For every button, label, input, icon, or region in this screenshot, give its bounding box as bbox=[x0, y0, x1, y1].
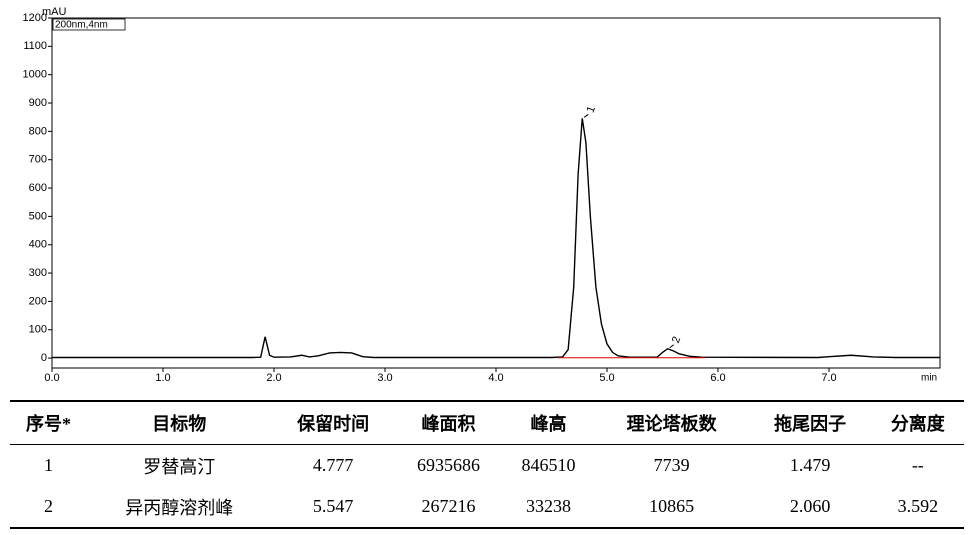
header-cell: 拖尾因子 bbox=[748, 400, 872, 445]
result-table: 序号* 目标物 保留时间 峰面积 峰高 理论塔板数 拖尾因子 分离度 1 罗替高汀 4.777 69… bbox=[10, 400, 964, 529]
x-tick-label: 3.0 bbox=[377, 372, 392, 384]
y-tick-label: 1000 bbox=[23, 69, 47, 81]
table-cell: 2 bbox=[10, 486, 87, 529]
y-tick-label: 0 bbox=[41, 352, 47, 364]
peak-label-tick bbox=[669, 344, 675, 349]
y-axis-label: mAU bbox=[42, 6, 67, 18]
x-tick-label: 0.0 bbox=[44, 372, 59, 384]
table-cell: -- bbox=[911, 455, 924, 475]
header-cell: 分离度 bbox=[871, 400, 964, 445]
y-tick-label: 600 bbox=[29, 182, 47, 194]
x-tick-label: 7.0 bbox=[821, 372, 836, 384]
peak-label: 1 bbox=[585, 104, 598, 114]
x-tick-label: 5.0 bbox=[599, 372, 614, 384]
table-cell: 罗替高汀 bbox=[143, 456, 216, 477]
x-tick-label: 4.0 bbox=[488, 372, 503, 384]
plot-frame bbox=[51, 17, 941, 369]
header-cell: 峰面积 bbox=[394, 400, 503, 445]
header-row: 序号* 目标物 保留时间 峰面积 峰高 理论塔板数 拖尾因子 分离度 bbox=[10, 400, 964, 445]
table-cell: 6935686 bbox=[417, 455, 480, 475]
table-cell: 异丙醇溶剂峰 bbox=[86, 486, 272, 529]
chart: mAU 200nm,4nm min 0 100 200 300 400 500 600 700… bbox=[23, 6, 941, 384]
y-tick-label: 800 bbox=[29, 125, 47, 137]
table-cell: 5.547 bbox=[271, 486, 395, 529]
table-cell: 4.777 bbox=[312, 455, 354, 475]
header-cell: 峰高 bbox=[502, 400, 595, 445]
x-tick-label: 6.0 bbox=[710, 372, 725, 384]
legend-box bbox=[52, 18, 126, 31]
y-tick-label: 300 bbox=[29, 267, 47, 279]
header-cell: 序号* bbox=[10, 400, 87, 445]
y-tick-label: 500 bbox=[29, 210, 47, 222]
table-cell: 3.592 bbox=[871, 486, 964, 529]
x-tick-label: 2.0 bbox=[266, 372, 281, 384]
annotation: 200nm,4nm bbox=[55, 20, 108, 31]
table-cell: 33238 bbox=[502, 486, 595, 529]
peak-label-tick bbox=[583, 113, 589, 118]
table-row: 1 罗替高汀 4.777 6935686 846510 7739 1.479 -- bbox=[10, 445, 964, 487]
y-tick-label: 400 bbox=[29, 239, 47, 251]
trace bbox=[52, 118, 940, 359]
y-tick-label: 1100 bbox=[23, 40, 47, 52]
table-cell: 10865 bbox=[594, 486, 749, 529]
table-row: 2 异丙醇溶剂峰 5.547 267216 33238 10865 2.060 3.592 bbox=[10, 486, 964, 529]
header-cell: 理论塔板数 bbox=[594, 400, 749, 445]
table-cell: 2.060 bbox=[748, 486, 872, 529]
y-tick-label: 900 bbox=[29, 97, 47, 109]
y-tick-label: 200 bbox=[29, 295, 47, 307]
x-tick-label: 1.0 bbox=[155, 372, 170, 384]
y-tick-label: 1200 bbox=[23, 12, 47, 24]
x-axis-label: min bbox=[921, 373, 937, 384]
table-cell: 1.479 bbox=[789, 455, 831, 475]
header-cell: 保留时间 bbox=[271, 400, 395, 445]
table-cell: 846510 bbox=[521, 455, 576, 475]
table-cell: 7739 bbox=[653, 455, 690, 475]
table-cell: 1 bbox=[43, 455, 53, 475]
y-tick-label: 700 bbox=[29, 154, 47, 166]
table-cell: 267216 bbox=[394, 486, 503, 529]
header-cell: 目标物 bbox=[86, 400, 272, 445]
peak-label: 2 bbox=[670, 335, 683, 345]
y-tick-label: 100 bbox=[29, 324, 47, 336]
